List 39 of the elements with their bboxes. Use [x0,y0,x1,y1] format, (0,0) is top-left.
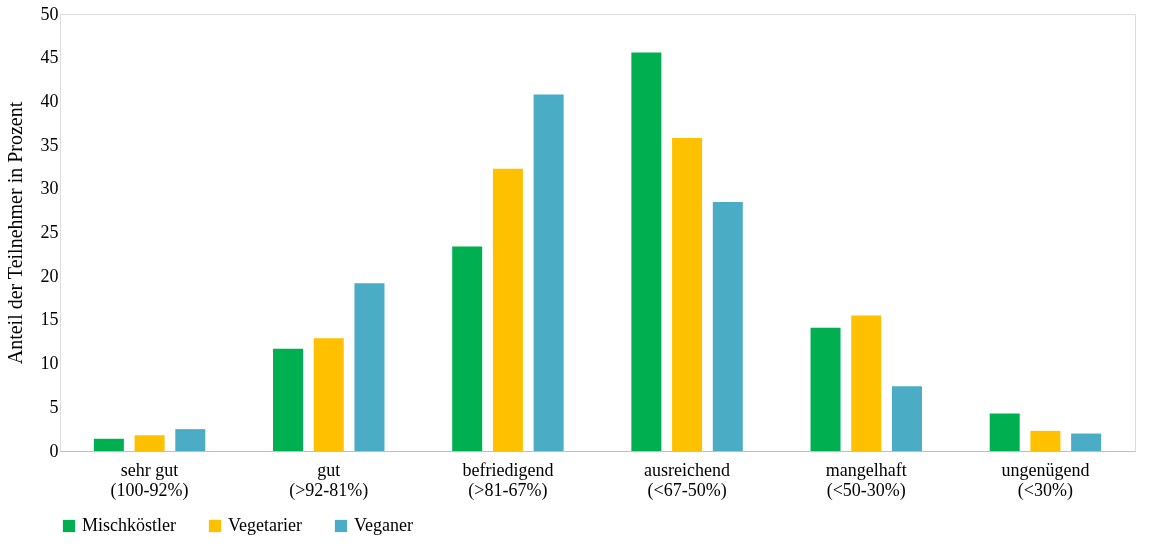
y-tick-label: 10 [40,353,59,374]
bar [989,413,1020,451]
y-tick-label: 20 [40,265,59,286]
bar [354,283,385,451]
bar [175,429,206,451]
legend-label: Vegetarier [228,515,302,535]
y-tick-label: 40 [40,90,59,111]
bar [533,94,564,451]
y-tick-label: 5 [49,396,59,417]
y-tick-label: 45 [40,47,59,68]
bar [452,246,483,451]
bar [134,435,165,451]
x-tick-label: gut (>92-81%) [289,459,369,501]
bar [93,438,124,451]
bar [1030,430,1061,451]
bar [273,348,304,451]
y-tick-label: 50 [40,3,59,24]
y-tick-label: 35 [40,134,59,155]
bar [672,138,703,451]
y-tick-label: 25 [40,222,59,242]
x-tick-label: ungenügend (<30%) [1001,459,1090,501]
y-tick-label: 15 [40,309,59,330]
legend-label: Mischköstler [82,515,176,535]
x-tick-label: ausreichend (<67-50%) [644,459,731,501]
x-tick-label: mangelhaft (<50-30%) [825,459,907,501]
legend-label: Veganer [354,515,413,535]
y-tick-label: 0 [49,440,59,461]
bar [631,52,662,451]
y-axis-title: Anteil der Teilnehmer in Prozent [3,101,26,365]
bar [891,386,922,451]
bar [1071,433,1102,451]
bar [851,315,882,451]
bar [810,327,841,451]
bar [712,201,743,451]
y-tick-label: 30 [40,178,59,199]
bar [313,338,344,451]
x-tick-label: sehr gut (100-92%) [110,459,189,501]
bar [492,168,523,451]
x-tick-label: befriedigend (>81-67%) [462,459,554,501]
